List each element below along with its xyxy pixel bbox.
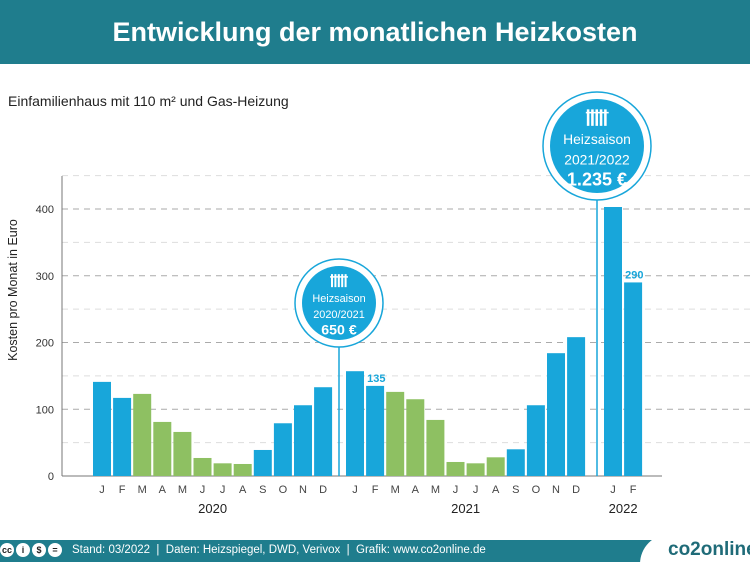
month-label: M	[178, 484, 187, 496]
y-tick-label: 0	[48, 471, 54, 483]
radiator-icon	[591, 109, 594, 126]
radiator-icon	[604, 109, 607, 126]
bar-2020-7	[233, 463, 252, 476]
month-label: D	[572, 484, 580, 496]
month-label: J	[220, 484, 226, 496]
footer-bar	[0, 540, 750, 562]
month-label: S	[259, 484, 266, 496]
bar-2022-1	[624, 282, 643, 476]
bar-2021-9	[526, 405, 545, 476]
annotation-label: Heizsaison	[312, 293, 365, 305]
bar-2021-6	[466, 463, 485, 476]
bar-2021-3	[406, 399, 425, 476]
month-label: M	[431, 484, 440, 496]
bar-2020-10	[294, 405, 312, 476]
radiator-icon	[595, 109, 599, 126]
radiator-icon	[337, 274, 340, 288]
cc-icon: cc	[0, 543, 14, 557]
footer-source: Stand: 03/2022 | Daten: Heizspiegel, DWD…	[72, 544, 486, 556]
bar-2021-4	[426, 419, 445, 476]
bar-2021-5	[446, 461, 465, 476]
license-icons: cc i $ =	[0, 543, 62, 557]
bar-2021-7	[486, 457, 505, 476]
bar-2021-1	[366, 385, 385, 476]
data-label: 135	[367, 373, 385, 385]
bar-2020-4	[173, 431, 192, 476]
month-label: F	[372, 484, 379, 496]
page-title: Entwicklung der monatlichen Heizkosten	[0, 0, 750, 64]
annotation-season: 2020/2021	[313, 309, 365, 321]
month-label: O	[532, 484, 541, 496]
year-label: 2021	[451, 501, 480, 516]
radiator-icon	[331, 274, 333, 288]
bar-2021-0	[346, 371, 364, 476]
bar-2021-11	[567, 337, 586, 476]
month-label: A	[239, 484, 247, 496]
month-label: A	[159, 484, 167, 496]
annotation-label: Heizsaison	[563, 131, 631, 147]
bar-2020-0	[93, 381, 111, 476]
month-label: J	[352, 484, 358, 496]
month-label: J	[473, 484, 479, 496]
nd-icon: =	[48, 543, 62, 557]
annotation-total: 650 €	[321, 323, 357, 339]
month-label: S	[512, 484, 519, 496]
data-label: 290	[625, 269, 643, 281]
y-tick-label: 400	[36, 204, 54, 216]
year-label: 2022	[609, 501, 638, 516]
month-label: F	[119, 484, 126, 496]
month-label: N	[299, 484, 307, 496]
bar-2021-8	[506, 449, 525, 476]
bar-2020-5	[193, 457, 212, 476]
month-label: M	[391, 484, 400, 496]
y-tick-label: 100	[36, 404, 54, 416]
radiator-icon	[586, 109, 590, 126]
month-label: J	[200, 484, 206, 496]
radiator-icon	[330, 276, 348, 278]
bar-2020-2	[133, 393, 152, 476]
bar-2020-1	[113, 397, 132, 476]
y-tick-label: 200	[36, 338, 54, 350]
chart-subtitle: Einfamilienhaus mit 110 m² und Gas-Heizu…	[8, 93, 289, 109]
y-axis-label: Kosten pro Monat in Euro	[6, 219, 20, 361]
bar-2021-2	[386, 391, 405, 476]
radiator-icon	[334, 274, 337, 288]
radiator-icon	[341, 274, 344, 288]
radiator-icon	[585, 111, 609, 114]
annotation-bubble	[550, 99, 644, 193]
nc-icon: $	[32, 543, 46, 557]
annotation-bubble	[302, 266, 376, 340]
month-label: F	[630, 484, 637, 496]
y-tick-label: 300	[36, 271, 54, 283]
bar-2022-0	[604, 206, 622, 476]
month-label: M	[138, 484, 147, 496]
radiator-icon	[344, 274, 347, 288]
month-label: A	[492, 484, 500, 496]
month-label: J	[453, 484, 459, 496]
by-icon: i	[16, 543, 30, 557]
bar-2020-9	[273, 423, 292, 476]
month-label: N	[552, 484, 560, 496]
bar-2020-11	[314, 387, 333, 476]
bar-2020-6	[213, 463, 232, 476]
month-label: J	[610, 484, 616, 496]
bar-2020-3	[153, 421, 172, 476]
radiator-icon	[599, 109, 603, 126]
bar-2020-8	[253, 449, 272, 476]
co2online-logo: co2online	[668, 539, 750, 560]
month-label: D	[319, 484, 327, 496]
bar-2021-10	[547, 353, 565, 476]
month-label: O	[279, 484, 288, 496]
month-label: J	[99, 484, 105, 496]
month-label: A	[412, 484, 420, 496]
annotation-total: 1.235 €	[567, 170, 627, 190]
year-label: 2020	[198, 501, 227, 516]
annotation-season: 2021/2022	[564, 151, 630, 167]
